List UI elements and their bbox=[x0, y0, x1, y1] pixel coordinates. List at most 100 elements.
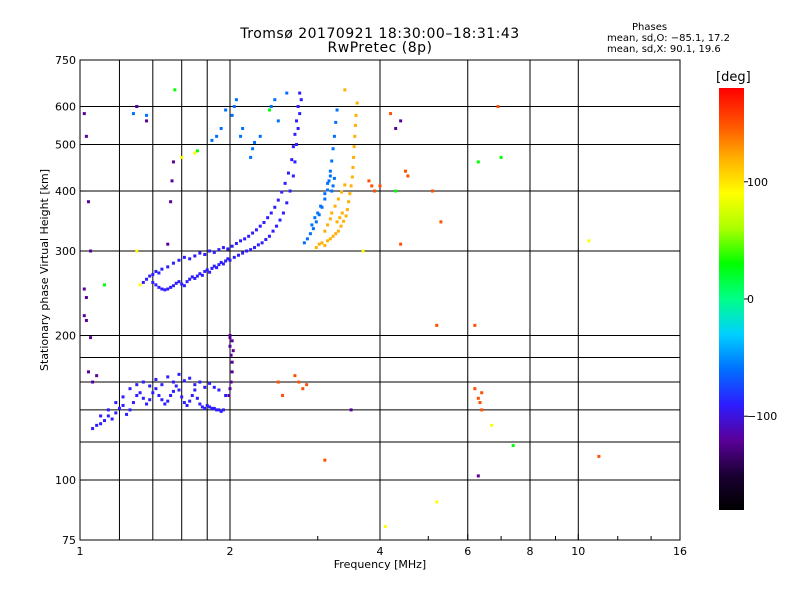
data-point bbox=[163, 288, 167, 292]
data-point bbox=[328, 169, 332, 173]
data-point bbox=[171, 160, 175, 164]
data-point bbox=[182, 379, 186, 383]
data-point bbox=[198, 272, 202, 276]
data-point bbox=[234, 98, 238, 102]
data-point bbox=[302, 241, 306, 245]
data-point bbox=[135, 105, 139, 109]
data-point bbox=[308, 232, 312, 236]
data-point bbox=[331, 147, 335, 151]
data-point bbox=[224, 259, 228, 263]
data-point bbox=[188, 257, 192, 261]
data-point bbox=[131, 401, 135, 405]
data-point bbox=[103, 419, 107, 423]
data-point bbox=[212, 264, 216, 268]
data-point bbox=[117, 406, 121, 410]
data-point bbox=[103, 283, 107, 287]
data-point bbox=[208, 405, 212, 409]
data-point bbox=[394, 189, 398, 193]
data-point bbox=[226, 257, 230, 261]
data-point bbox=[320, 241, 324, 245]
data-point bbox=[370, 184, 374, 188]
data-point bbox=[253, 246, 257, 250]
data-point bbox=[190, 275, 194, 279]
data-point bbox=[141, 280, 145, 284]
data-point bbox=[511, 444, 515, 448]
data-point bbox=[264, 238, 268, 242]
data-point bbox=[193, 383, 197, 387]
data-point bbox=[353, 123, 357, 127]
data-point bbox=[154, 269, 158, 273]
data-point bbox=[154, 377, 158, 381]
data-point bbox=[193, 151, 197, 155]
data-point bbox=[266, 216, 270, 220]
data-point bbox=[160, 398, 164, 402]
data-point bbox=[326, 223, 330, 227]
x-tick-label: 16 bbox=[673, 545, 687, 558]
data-point bbox=[106, 414, 110, 418]
data-point bbox=[480, 408, 484, 412]
data-point bbox=[200, 405, 204, 409]
data-point bbox=[180, 282, 184, 286]
data-point bbox=[301, 387, 305, 391]
data-point bbox=[378, 184, 382, 188]
data-point bbox=[273, 98, 277, 102]
data-point bbox=[296, 126, 300, 130]
data-point bbox=[141, 396, 145, 400]
data-point bbox=[267, 108, 271, 112]
data-point bbox=[327, 179, 331, 183]
data-point bbox=[185, 403, 189, 407]
data-point bbox=[305, 383, 309, 387]
data-point bbox=[193, 254, 197, 258]
data-point bbox=[340, 211, 344, 215]
data-point bbox=[148, 398, 152, 402]
data-point bbox=[480, 391, 484, 395]
data-point bbox=[383, 525, 387, 529]
data-point bbox=[473, 387, 477, 391]
data-point bbox=[174, 384, 178, 388]
data-point bbox=[86, 370, 90, 374]
data-point bbox=[138, 283, 142, 287]
data-point bbox=[234, 242, 238, 246]
data-point bbox=[338, 216, 342, 220]
data-point bbox=[84, 296, 88, 300]
data-point bbox=[228, 387, 232, 391]
data-point bbox=[177, 280, 181, 284]
data-point bbox=[138, 391, 142, 395]
data-point bbox=[171, 380, 175, 384]
data-point bbox=[145, 119, 149, 123]
data-point bbox=[182, 284, 186, 288]
data-point bbox=[350, 175, 354, 179]
y-tick-label: 600 bbox=[55, 101, 76, 114]
y-tick-label: 100 bbox=[55, 474, 76, 487]
y-tick-label: 200 bbox=[55, 330, 76, 343]
data-point bbox=[151, 280, 155, 284]
data-point bbox=[106, 408, 110, 412]
data-point bbox=[435, 323, 439, 327]
data-point bbox=[173, 88, 177, 92]
data-point bbox=[89, 336, 93, 340]
data-point bbox=[82, 314, 86, 318]
data-point bbox=[352, 155, 356, 159]
data-point bbox=[160, 287, 164, 291]
data-point bbox=[82, 112, 86, 116]
data-point bbox=[281, 394, 285, 398]
data-point bbox=[323, 229, 327, 233]
data-point bbox=[317, 213, 321, 217]
data-point bbox=[336, 197, 340, 201]
data-point bbox=[205, 403, 209, 407]
data-point bbox=[230, 339, 234, 343]
data-point bbox=[349, 408, 353, 412]
data-point bbox=[271, 229, 275, 233]
data-point bbox=[285, 91, 289, 95]
data-point bbox=[373, 189, 377, 193]
data-point bbox=[170, 179, 174, 183]
data-point bbox=[283, 181, 287, 185]
data-point bbox=[389, 112, 393, 116]
data-point bbox=[166, 242, 170, 246]
data-point bbox=[177, 372, 181, 376]
data-point bbox=[148, 384, 152, 388]
data-point bbox=[340, 190, 344, 194]
data-point bbox=[228, 258, 232, 262]
data-point bbox=[166, 265, 170, 269]
data-point bbox=[169, 285, 173, 289]
